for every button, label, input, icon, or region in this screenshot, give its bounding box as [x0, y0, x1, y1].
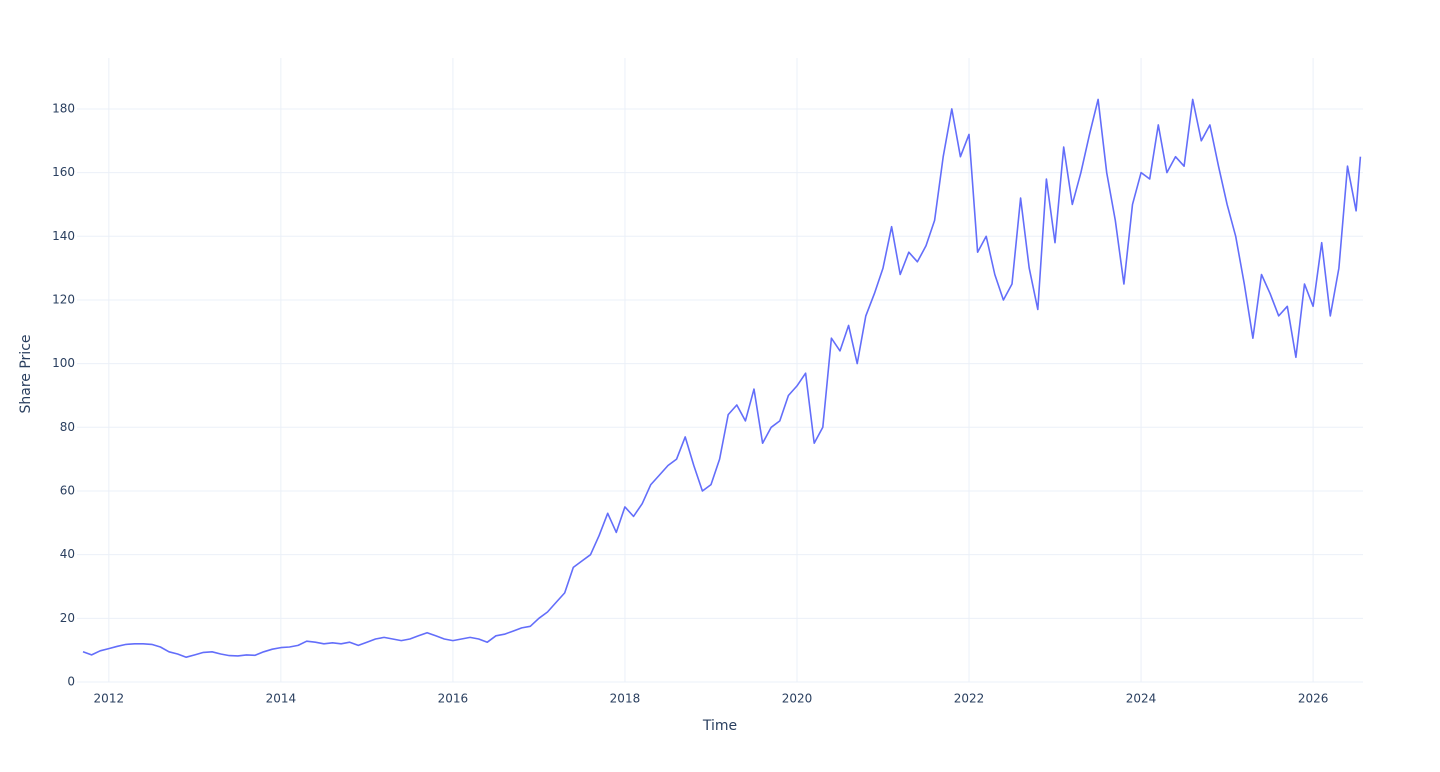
y-tick-label: 160: [52, 165, 75, 179]
y-tick-label: 40: [60, 547, 75, 561]
y-tick-label: 0: [67, 675, 75, 689]
y-tick-label: 100: [52, 356, 75, 370]
x-tick-label: 2016: [438, 692, 469, 706]
y-tick-label: 120: [52, 292, 75, 306]
x-tick-label: 2014: [266, 692, 297, 706]
y-tick-label: 60: [60, 483, 75, 497]
x-axis-title: Time: [702, 718, 737, 734]
x-tick-label: 2026: [1298, 692, 1329, 706]
y-tick-label: 80: [60, 420, 75, 434]
price-line: [82, 98, 1362, 658]
x-tick-label: 2022: [954, 692, 985, 706]
x-tick-label: 2020: [782, 692, 813, 706]
x-tick-label: 2018: [610, 692, 641, 706]
y-axis-title: Share Price: [18, 334, 34, 413]
y-tick-label: 140: [52, 229, 75, 243]
y-tick-label: 180: [52, 101, 75, 115]
y-tick-label: 20: [60, 611, 75, 625]
x-tick-label: 2012: [94, 692, 125, 706]
x-tick-label: 2024: [1126, 692, 1157, 706]
